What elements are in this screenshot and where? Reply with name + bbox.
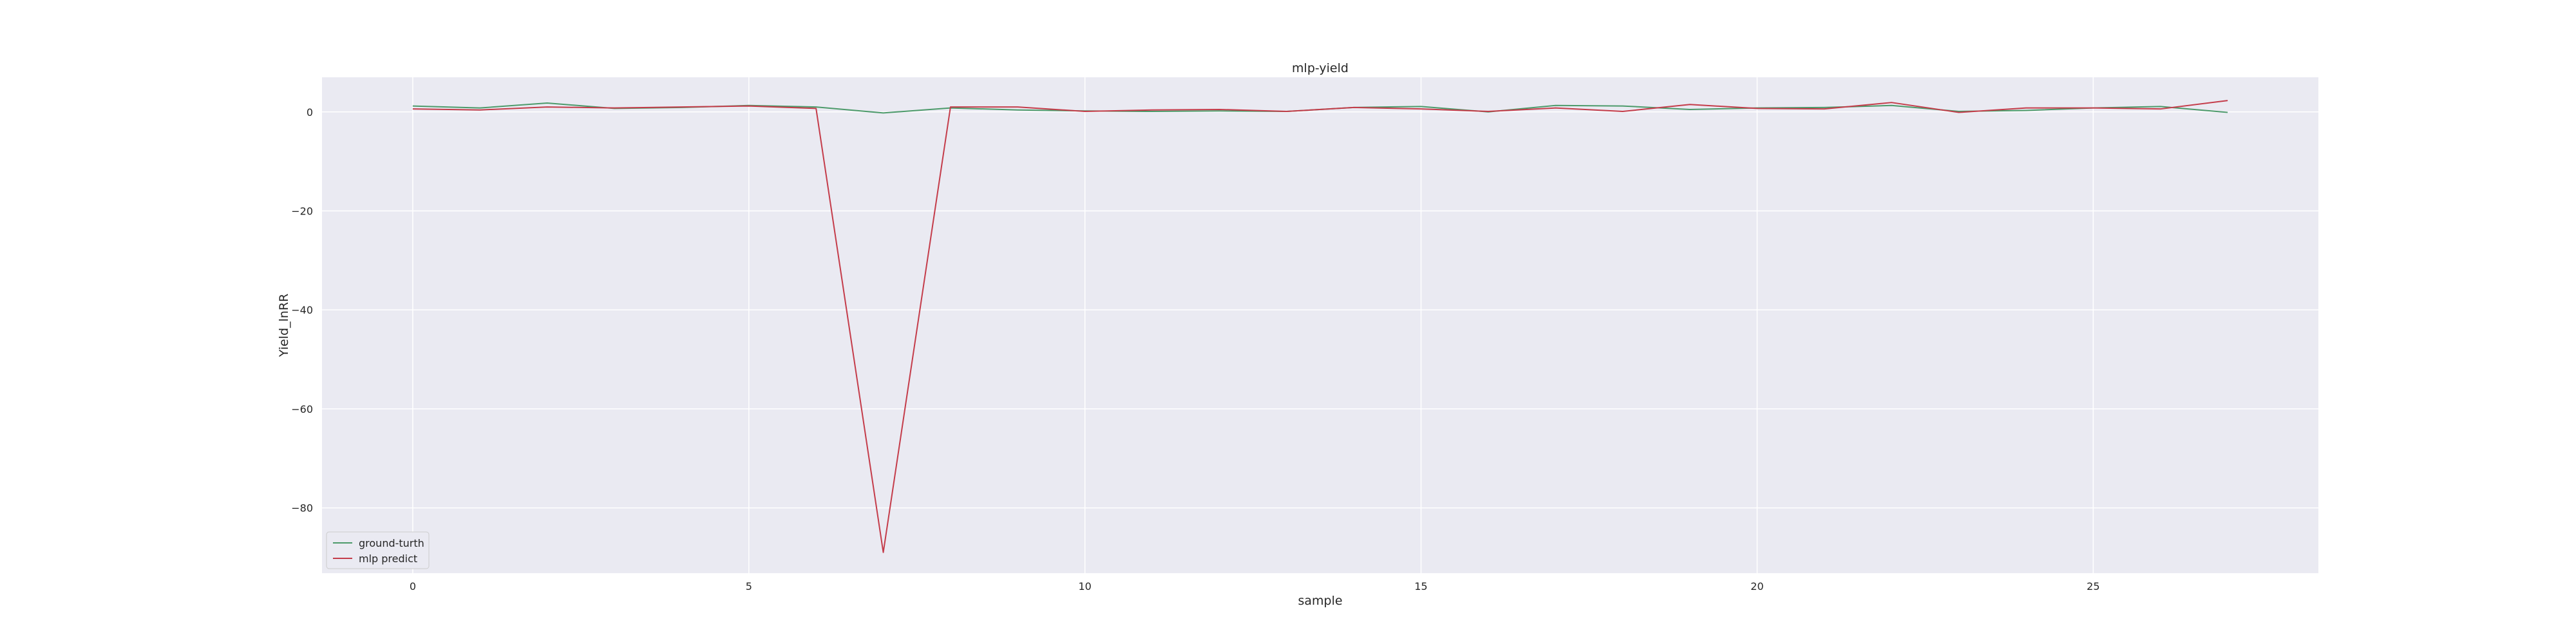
x-tick-label: 0 (410, 580, 416, 592)
legend: ground-turth mlp predict (326, 531, 430, 569)
y-tick-label: −60 (291, 403, 313, 415)
x-axis-ticks: 0 5 10 15 20 25 (410, 580, 2100, 592)
legend-box (326, 531, 430, 569)
y-tick-label: −20 (291, 205, 313, 217)
data-series (412, 100, 2228, 553)
legend-label-ground-turth: ground-turth (359, 537, 424, 549)
y-axis-ticks: 0 −20 −40 −60 −80 (291, 106, 313, 515)
grid-lines (322, 77, 2318, 573)
x-tick-label: 5 (746, 580, 752, 592)
y-tick-label: −40 (291, 304, 313, 316)
legend-label-mlp-predict: mlp predict (359, 553, 417, 565)
series-line-mlp-predict (412, 100, 2228, 553)
x-tick-label: 10 (1079, 580, 1092, 592)
x-axis-label: sample (1298, 594, 1342, 608)
chart-title: mlp-yield (1292, 61, 1349, 75)
x-tick-label: 15 (1414, 580, 1427, 592)
y-axis-label: Yield_lnRR (277, 294, 291, 357)
y-tick-label: −80 (291, 502, 313, 515)
y-tick-label: 0 (307, 106, 313, 118)
x-tick-label: 25 (2087, 580, 2099, 592)
plot-area (322, 77, 2318, 573)
x-tick-label: 20 (1750, 580, 1763, 592)
